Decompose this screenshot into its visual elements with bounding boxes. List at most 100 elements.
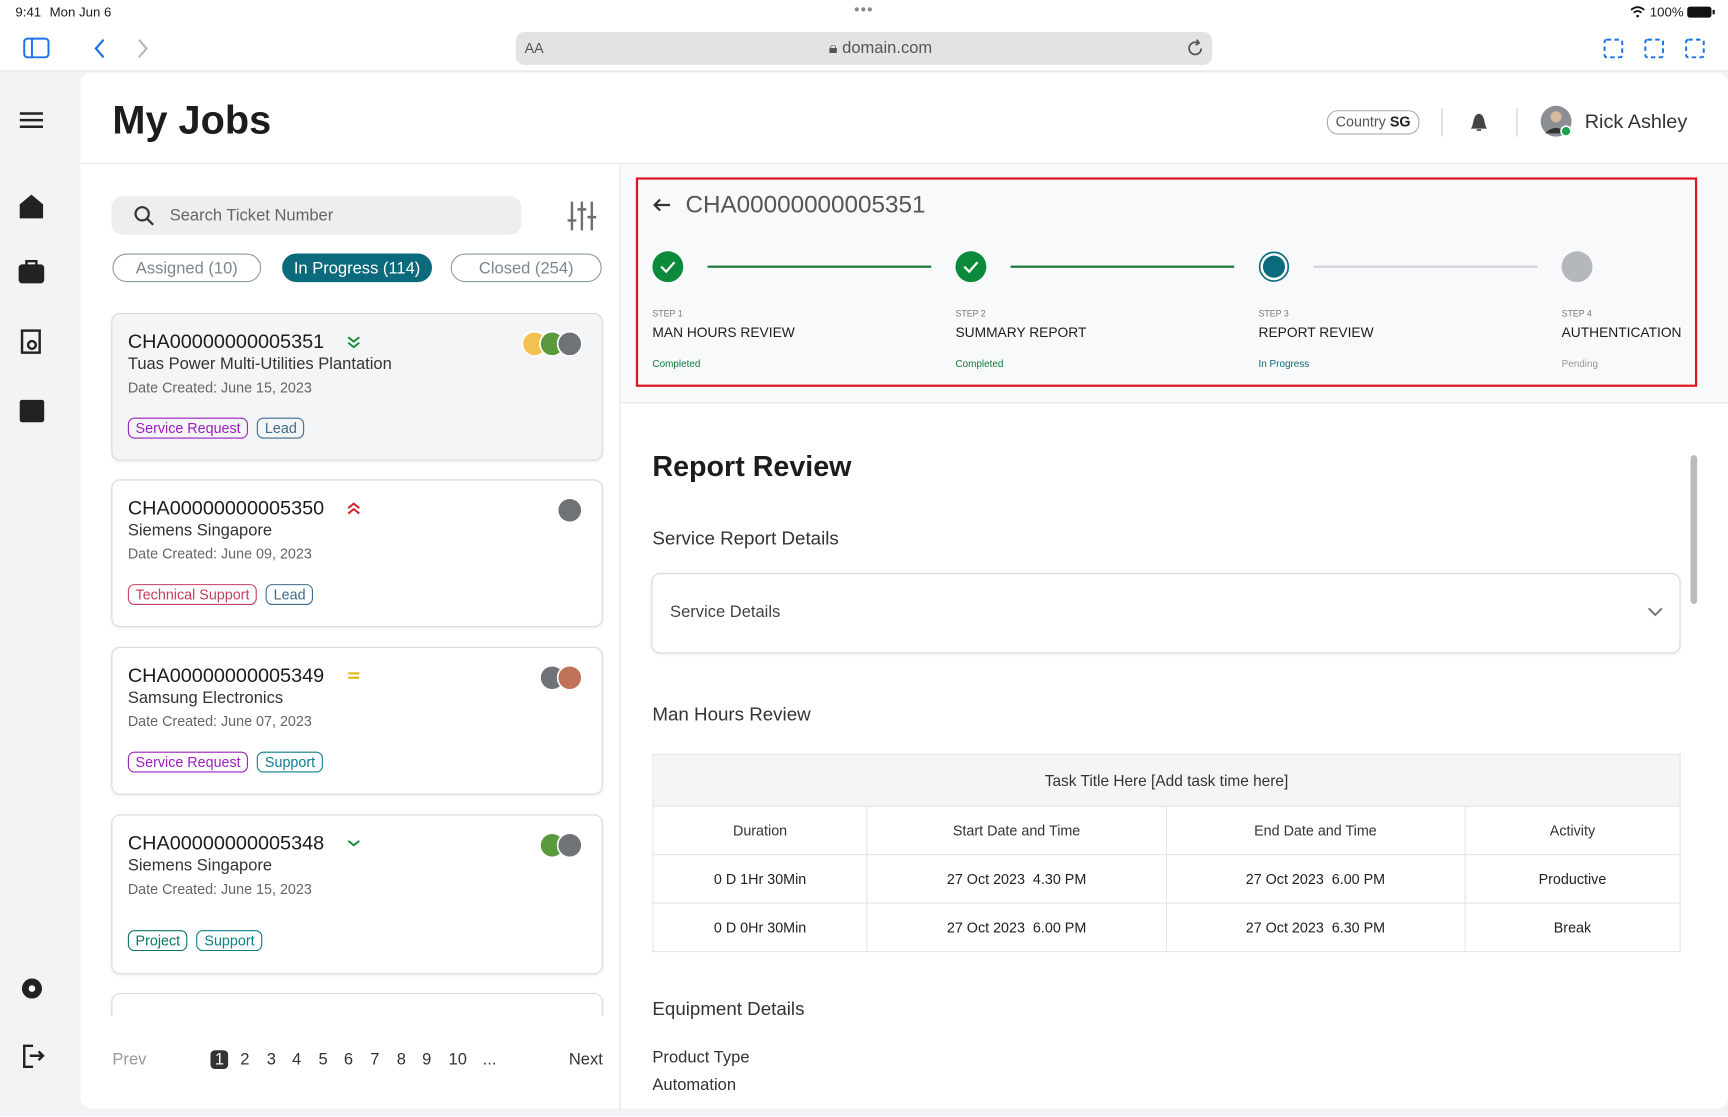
- tab-active[interactable]: In Progress (114): [282, 253, 432, 283]
- prev-button[interactable]: Prev: [112, 1050, 147, 1069]
- step-icon-part: [652, 251, 684, 283]
- section-title: Report Review: [652, 449, 852, 483]
- job-id: CHA00000000005348: [127, 832, 325, 855]
- job-tags: Technical Support Lead: [127, 584, 322, 606]
- page-link[interactable]: 8: [396, 1050, 406, 1069]
- assignee-avatars: [555, 496, 584, 530]
- battery-label: 100%: [1649, 4, 1684, 20]
- job-id: CHA00000000005350: [127, 497, 325, 520]
- page-link[interactable]: 9: [422, 1050, 432, 1069]
- priority-icon: [346, 669, 361, 689]
- tab[interactable]: Closed (254): [450, 253, 602, 283]
- job-tags: Service Request Support: [127, 751, 332, 773]
- priority-icon-part: [347, 840, 360, 847]
- search-placeholder: Search Ticket Number: [169, 206, 334, 225]
- status-time: 9:41: [15, 4, 42, 20]
- table-header: Start Date and Time: [866, 805, 1167, 856]
- table-title-row: Task Title Here [Add task time here]: [652, 753, 1681, 807]
- step-icon-part: [652, 251, 684, 283]
- step-title: MAN HOURS REVIEW: [652, 325, 795, 341]
- nav-buttons[interactable]: [22, 36, 165, 60]
- step-connector: [1010, 265, 1235, 268]
- next-button[interactable]: Next: [568, 1050, 603, 1069]
- tag: Support: [257, 751, 323, 773]
- tag: Support: [196, 930, 263, 952]
- assignee-avatars-part: [556, 497, 583, 524]
- assignee-avatars: [538, 831, 584, 865]
- priority-icon-part: [347, 502, 360, 515]
- reload-icon[interactable]: [1186, 39, 1206, 59]
- assignee-avatars-part: [539, 664, 583, 691]
- assignee-avatars-part: [521, 330, 583, 357]
- priority-icon: [346, 501, 361, 521]
- divider: [619, 163, 621, 1111]
- multitask-dots[interactable]: •••: [854, 0, 874, 18]
- page-link[interactable]: 10: [448, 1050, 467, 1069]
- stepper-area: [620, 164, 1728, 404]
- priority-icon: [346, 335, 361, 355]
- back-button[interactable]: [651, 196, 673, 214]
- step-connector: [1313, 265, 1538, 268]
- country-label: Country: [1335, 113, 1386, 131]
- job-card[interactable]: CHA00000000005349 Samsung Electronics Date…: [111, 646, 603, 795]
- tag: Service Request: [127, 417, 249, 439]
- job-card[interactable]: CHA00000000005351 Tuas Power Multi-Utilit…: [111, 312, 603, 461]
- page-link[interactable]: 5: [318, 1050, 328, 1069]
- table-header: Duration: [652, 805, 868, 856]
- search-box[interactable]: [111, 196, 522, 235]
- priority-icon-part: [347, 840, 360, 847]
- table-cell: Productive: [1464, 854, 1681, 904]
- stepper: STEP 1 MAN HOURS REVIEW Completed STEP 2 SUM…: [0, 0, 1728, 397]
- browser-actions[interactable]: [1602, 37, 1712, 59]
- page-current[interactable]: 1: [210, 1050, 229, 1069]
- accordion[interactable]: [651, 573, 1681, 654]
- step-icon: [1257, 250, 1290, 289]
- table-header: Activity: [1464, 805, 1681, 856]
- priority-icon-part: [347, 336, 360, 349]
- table-cell: Break: [1464, 902, 1681, 953]
- step-title: SUMMARY REPORT: [955, 325, 1087, 341]
- tab[interactable]: Assigned (10): [112, 253, 262, 283]
- country-value: SG: [1389, 113, 1411, 131]
- url-text: 🔒︎ domain.com: [828, 38, 933, 58]
- page-link[interactable]: 3: [266, 1050, 276, 1069]
- step-icon: [954, 250, 987, 289]
- page-link[interactable]: 7: [370, 1050, 380, 1069]
- step-icon-part: [955, 251, 987, 283]
- tag: Lead: [265, 584, 314, 606]
- filter-button[interactable]: [566, 199, 597, 232]
- step-icon-part: [955, 251, 987, 283]
- status-date: Mon Jun 6: [49, 4, 112, 20]
- table-header-row: Duration Start Date and Time End Date and …: [652, 805, 1681, 856]
- page-link[interactable]: 2: [240, 1050, 250, 1069]
- highlight-box: [635, 177, 1698, 387]
- tag: Lead: [257, 417, 305, 439]
- table-row: 0 D 1Hr 30Min 27 Oct 2023 4.30 PM 27 Oct 2…: [652, 854, 1681, 904]
- status-icons: [1630, 6, 1715, 18]
- page-link[interactable]: ...: [482, 1050, 497, 1069]
- subsection-title: Equipment Details: [652, 998, 805, 1020]
- step-icon-part: [1561, 251, 1593, 283]
- table-row: 0 D 0Hr 30Min 27 Oct 2023 6.00 PM 27 Oct 2…: [652, 902, 1681, 953]
- assignee-avatars: [520, 330, 584, 364]
- priority-icon-part: [347, 336, 360, 349]
- url-bar[interactable]: [515, 31, 1213, 66]
- job-card[interactable]: CHA00000000005348 Siemens Singapore Date C…: [111, 814, 603, 975]
- scrollbar[interactable]: [1690, 455, 1698, 604]
- field-value: Automation: [652, 1075, 737, 1095]
- page-link[interactable]: 4: [292, 1050, 302, 1069]
- job-card: [111, 992, 603, 1017]
- country-selector[interactable]: Country SG: [1326, 110, 1420, 135]
- step-status: Completed: [955, 358, 1004, 370]
- user-avatar[interactable]: [1540, 105, 1575, 140]
- job-company: Siemens Singapore: [127, 856, 273, 876]
- chevron-down: [1647, 607, 1663, 617]
- text-size-button[interactable]: AA: [524, 39, 544, 57]
- job-card[interactable]: CHA00000000005350 Siemens Singapore Date C…: [111, 479, 603, 628]
- page-link[interactable]: 6: [343, 1050, 354, 1069]
- job-id: CHA00000000005349: [127, 664, 325, 687]
- notification-bell[interactable]: [1469, 110, 1489, 134]
- job-id: CHA00000000005351: [127, 330, 325, 353]
- priority-icon-part: [348, 672, 360, 679]
